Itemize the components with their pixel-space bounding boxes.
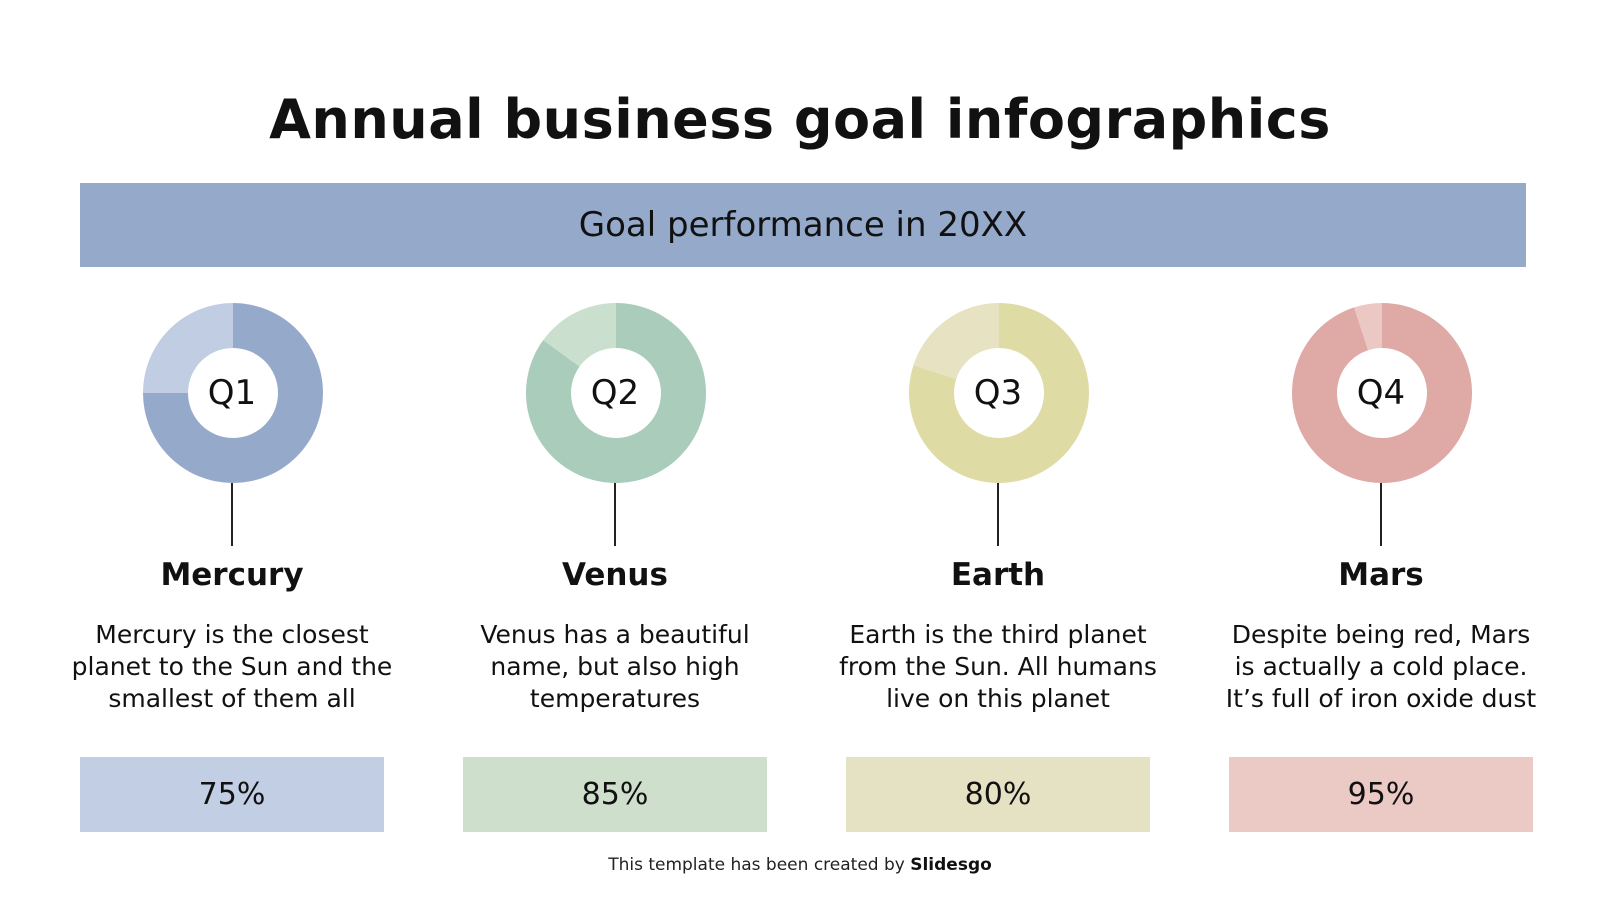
footer-credit: This template has been created by Slides… xyxy=(0,855,1600,875)
percent-value-q3: 80% xyxy=(964,777,1032,812)
banner-text: Goal performance in 20XX xyxy=(578,205,1028,245)
planet-description-earth: Earth is the third planet from the Sun. … xyxy=(839,620,1157,713)
donut-slice-achieved-q4 xyxy=(1292,303,1472,483)
donut-slice-achieved-q3 xyxy=(909,303,1089,483)
donut-slice-achieved-q1 xyxy=(143,303,323,483)
percent-box-q3: 80% xyxy=(846,757,1150,832)
planet-description-mars: Despite being red, Mars is actually a co… xyxy=(1225,620,1537,713)
connector-line xyxy=(231,483,233,546)
donut-chart-q4 xyxy=(1292,303,1472,483)
percent-box-q1: 75% xyxy=(80,757,384,832)
planet-description-venus: Venus has a beautiful name, but also hig… xyxy=(480,620,750,713)
donut-slice-achieved-q2 xyxy=(526,303,706,483)
percent-value-q1: 75% xyxy=(198,777,266,812)
planet-name-earth: Earth xyxy=(950,557,1046,593)
donut-chart-q2 xyxy=(526,303,706,483)
donut-slice-remaining-q2 xyxy=(543,303,616,367)
connector-line xyxy=(997,483,999,546)
planet-description-mercury: Mercury is the closest planet to the Sun… xyxy=(71,620,393,713)
donut-slice-remaining-q1 xyxy=(143,303,233,393)
goal-banner: Goal performance in 20XX xyxy=(80,183,1526,267)
footer-prefix: This template has been created by xyxy=(608,855,911,875)
connector-line xyxy=(1380,483,1382,546)
planet-name-venus: Venus xyxy=(562,557,668,593)
planet-name-mars: Mars xyxy=(1338,557,1424,593)
percent-value-q4: 95% xyxy=(1347,777,1415,812)
percent-value-q2: 85% xyxy=(581,777,649,812)
planet-name-mercury: Mercury xyxy=(160,557,304,593)
percent-box-q2: 85% xyxy=(463,757,767,832)
percent-box-q4: 95% xyxy=(1229,757,1533,832)
donut-slice-remaining-q4 xyxy=(1354,303,1382,351)
footer-brand: Slidesgo xyxy=(910,855,992,875)
donut-chart-q1 xyxy=(143,303,323,483)
donut-chart-q3 xyxy=(909,303,1089,483)
page-title: Annual business goal infographics xyxy=(269,88,1331,151)
connector-line xyxy=(614,483,616,546)
donut-slice-remaining-q3 xyxy=(913,303,999,380)
